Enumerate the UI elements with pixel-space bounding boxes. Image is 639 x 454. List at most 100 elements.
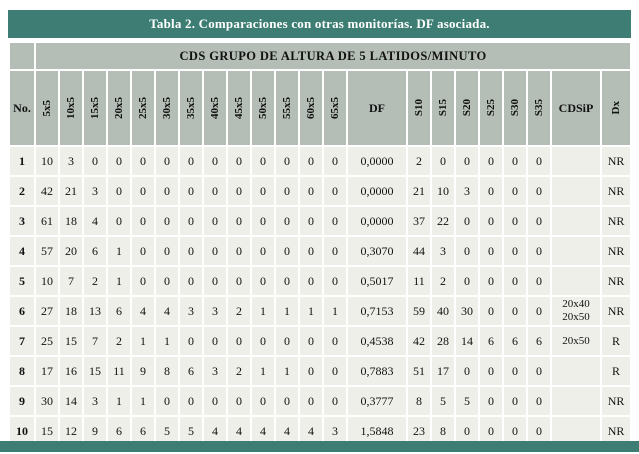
data-cell-df: 0,0000 [346,145,408,177]
data-cell-30x5: 1 [154,325,180,358]
data-cell-30x5: 0 [154,265,180,297]
row-number-cell: 5 [8,265,36,297]
data-cell-s25: 0 [478,265,504,297]
data-cell-60x5: 0 [298,205,324,237]
data-cell-50x5: 0 [250,325,276,358]
data-cell-65x5: 0 [322,385,348,418]
data-cell-25x5: 4 [130,294,156,328]
data-cell-df: 0,0000 [346,205,408,237]
column-header-s25: S25 [478,69,504,147]
data-cell-65x5: 0 [322,325,348,358]
table-head: CDS GRUPO DE ALTURA DE 5 LATIDOS/MINUTO N… [8,41,633,147]
column-header-45x5: 45x5 [226,69,252,147]
data-cell-df: 0,3070 [346,235,408,267]
data-cell-60x5: 0 [298,325,324,358]
column-header-35x5: 35x5 [178,69,204,147]
column-header-no: No. [8,69,36,147]
data-cell-s25: 0 [478,235,504,267]
data-cell-45x5: 0 [226,205,252,237]
column-header-15x5: 15x5 [82,69,108,147]
data-cell-5x5: 57 [34,235,60,267]
data-cell-40x5: 0 [202,175,228,207]
data-cell-60x5: 0 [298,265,324,297]
data-cell-25x5: 9 [130,355,156,388]
data-cell-s10: 2 [406,145,432,177]
data-cell-65x5: 0 [322,355,348,388]
data-cell-30x5: 8 [154,355,180,388]
data-cell-45x5: 0 [226,175,252,207]
data-cell-45x5: 0 [226,145,252,177]
data-cell-cdsip [550,355,602,388]
data-cell-35x5: 0 [178,205,204,237]
column-header-25x5: 25x5 [130,69,156,147]
data-cell-s15: 17 [430,355,456,388]
data-cell-40x5: 0 [202,145,228,177]
column-header-s15: S15 [430,69,456,147]
data-cell-s15: 22 [430,205,456,237]
data-cell-10x5: 16 [58,355,84,388]
column-header-30x5: 30x5 [154,69,180,147]
data-cell-50x5: 0 [250,175,276,207]
data-cell-s35: 0 [526,294,552,328]
data-cell-s15: 10 [430,175,456,207]
data-cell-50x5: 1 [250,355,276,388]
data-cell-15x5: 0 [82,145,108,177]
data-cell-50x5: 0 [250,265,276,297]
data-cell-s20: 30 [454,294,480,328]
data-cell-30x5: 0 [154,205,180,237]
data-cell-30x5: 0 [154,175,180,207]
data-cell-5x5: 10 [34,265,60,297]
row-number-cell: 7 [8,325,36,358]
data-cell-50x5: 0 [250,235,276,267]
data-cell-5x5: 17 [34,355,60,388]
data-cell-25x5: 1 [130,325,156,358]
column-header-55x5: 55x5 [274,69,300,147]
data-cell-s20: 0 [454,235,480,267]
data-cell-s10: 37 [406,205,432,237]
data-cell-s15: 3 [430,235,456,267]
bottom-rule [0,441,639,452]
data-cell-45x5: 0 [226,235,252,267]
data-cell-60x5: 0 [298,385,324,418]
data-cell-40x5: 3 [202,355,228,388]
data-cell-s30: 0 [502,265,528,297]
data-cell-60x5: 0 [298,175,324,207]
data-cell-dx: NR [599,235,633,267]
data-cell-20x5: 6 [106,294,132,328]
column-header-5x5: 5x5 [34,69,60,147]
row-number-cell: 1 [8,145,36,177]
data-cell-s20: 0 [454,265,480,297]
data-cell-10x5: 18 [58,205,84,237]
data-cell-s30: 0 [502,385,528,418]
data-cell-35x5: 0 [178,325,204,358]
data-cell-dx: NR [599,385,633,418]
column-header-40x5: 40x5 [202,69,228,147]
data-cell-45x5: 0 [226,325,252,358]
data-cell-s15: 2 [430,265,456,297]
data-cell-cdsip [550,235,602,267]
data-cell-cdsip [550,175,602,207]
data-cell-25x5: 0 [130,175,156,207]
data-cell-s20: 3 [454,175,480,207]
data-cell-15x5: 15 [82,355,108,388]
table-row: 8 17 16 15 11 9 8 6 3 2 1 1 0 0 0,7883 51 17 0 0 0 0 R [8,355,633,388]
data-cell-60x5: 0 [298,145,324,177]
data-cell-dx: R [599,355,633,388]
data-cell-25x5: 0 [130,235,156,267]
data-cell-45x5: 0 [226,385,252,418]
data-cell-65x5: 1 [322,294,348,328]
data-cell-20x5: 0 [106,175,132,207]
column-header-cdsip: CDSiP [550,69,602,147]
data-cell-65x5: 0 [322,235,348,267]
row-number-cell: 6 [8,294,36,328]
data-cell-55x5: 0 [274,145,300,177]
data-cell-s10: 21 [406,175,432,207]
data-cell-20x5: 0 [106,145,132,177]
data-cell-s10: 59 [406,294,432,328]
data-cell-20x5: 1 [106,385,132,418]
data-cell-65x5: 0 [322,205,348,237]
column-header-20x5: 20x5 [106,69,132,147]
data-cell-30x5: 0 [154,385,180,418]
table-row: 6 27 18 13 6 4 4 3 3 2 1 1 1 1 0,7153 59 40 30 0 0 0 20x40 20… [8,294,633,328]
